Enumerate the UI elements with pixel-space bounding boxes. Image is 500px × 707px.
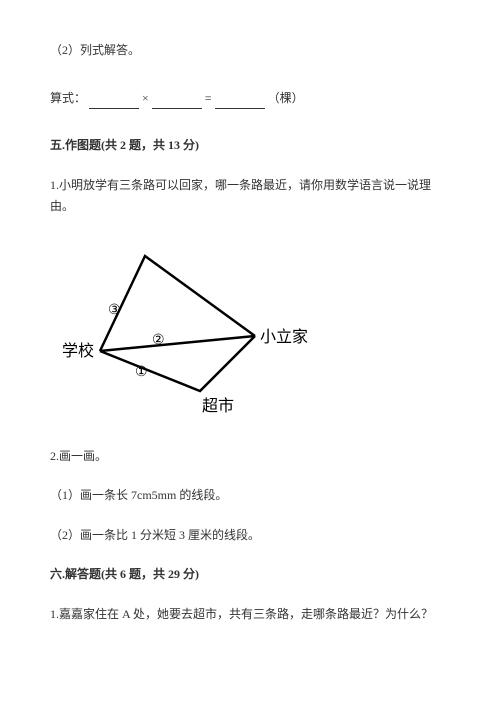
label-supermarket: 超市: [202, 397, 234, 415]
label-1: ①: [135, 365, 148, 380]
label-school: 学校: [62, 342, 94, 360]
section-5-q2-2: （2）画一条比 1 分米短 3 厘米的线段。: [50, 525, 450, 547]
label-2: ②: [152, 333, 165, 348]
section-5-heading: 五.作图题(共 2 题，共 13 分): [50, 135, 450, 157]
formula-line: 算式： × = （棵）: [50, 88, 450, 110]
blank-1[interactable]: [89, 95, 139, 109]
section-6-heading: 六.解答题(共 6 题，共 29 分): [50, 564, 450, 586]
formula-op1: ×: [142, 91, 149, 105]
section-6-q1: 1.嘉嘉家住在 A 处，她要去超市，共有三条路，走哪条路最近？为什么？: [50, 604, 450, 626]
label-3: ③: [108, 303, 121, 318]
formula-op2: =: [205, 91, 212, 105]
blank-3[interactable]: [215, 95, 265, 109]
question-2-prefix: （2）列式解答。: [50, 40, 450, 62]
section-5-q2-1: （1）画一条长 7cm5mm 的线段。: [50, 485, 450, 507]
formula-label: 算式：: [50, 91, 86, 105]
formula-unit: （棵）: [268, 91, 304, 105]
section-5-q1: 1.小明放学有三条路可以回家，哪一条路最近，请你用数学语言说一说理由。: [50, 175, 450, 218]
path-2-line: [100, 336, 255, 351]
path-diagram: ③ ② ① 学校 小立家 超市: [60, 236, 450, 424]
section-5-q2: 2.画一画。: [50, 446, 450, 468]
path-3-line: [100, 256, 255, 351]
label-home: 小立家: [260, 328, 308, 346]
blank-2[interactable]: [152, 95, 202, 109]
